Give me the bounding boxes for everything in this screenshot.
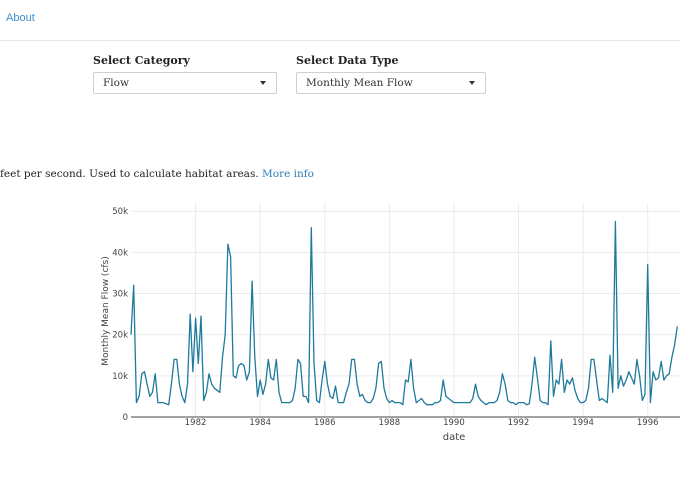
y-axis-ticks: 0 10k 20k 30k 40k 50k bbox=[112, 207, 128, 423]
y-tick-label: 0 bbox=[123, 413, 128, 423]
x-axis-ticks: 1982 1984 1986 1988 1990 1992 1994 1996 bbox=[185, 418, 659, 428]
series-line bbox=[131, 222, 677, 405]
x-tick-label: 1988 bbox=[379, 418, 401, 428]
y-tick-label: 30k bbox=[112, 290, 128, 300]
y-tick-label: 40k bbox=[112, 248, 128, 258]
x-axis-label: date bbox=[443, 432, 466, 443]
x-tick-label: 1996 bbox=[637, 418, 659, 428]
chart-series bbox=[131, 222, 677, 405]
y-tick-label: 20k bbox=[112, 331, 128, 341]
x-tick-label: 1984 bbox=[249, 418, 271, 428]
x-tick-label: 1990 bbox=[443, 418, 465, 428]
y-tick-label: 50k bbox=[112, 207, 128, 217]
x-tick-label: 1982 bbox=[185, 418, 207, 428]
x-tick-label: 1994 bbox=[572, 418, 594, 428]
x-tick-label: 1986 bbox=[314, 418, 336, 428]
y-tick-label: 10k bbox=[112, 372, 128, 382]
x-tick-label: 1992 bbox=[508, 418, 530, 428]
y-axis-label: Monthly Mean Flow (cfs) bbox=[101, 256, 111, 366]
